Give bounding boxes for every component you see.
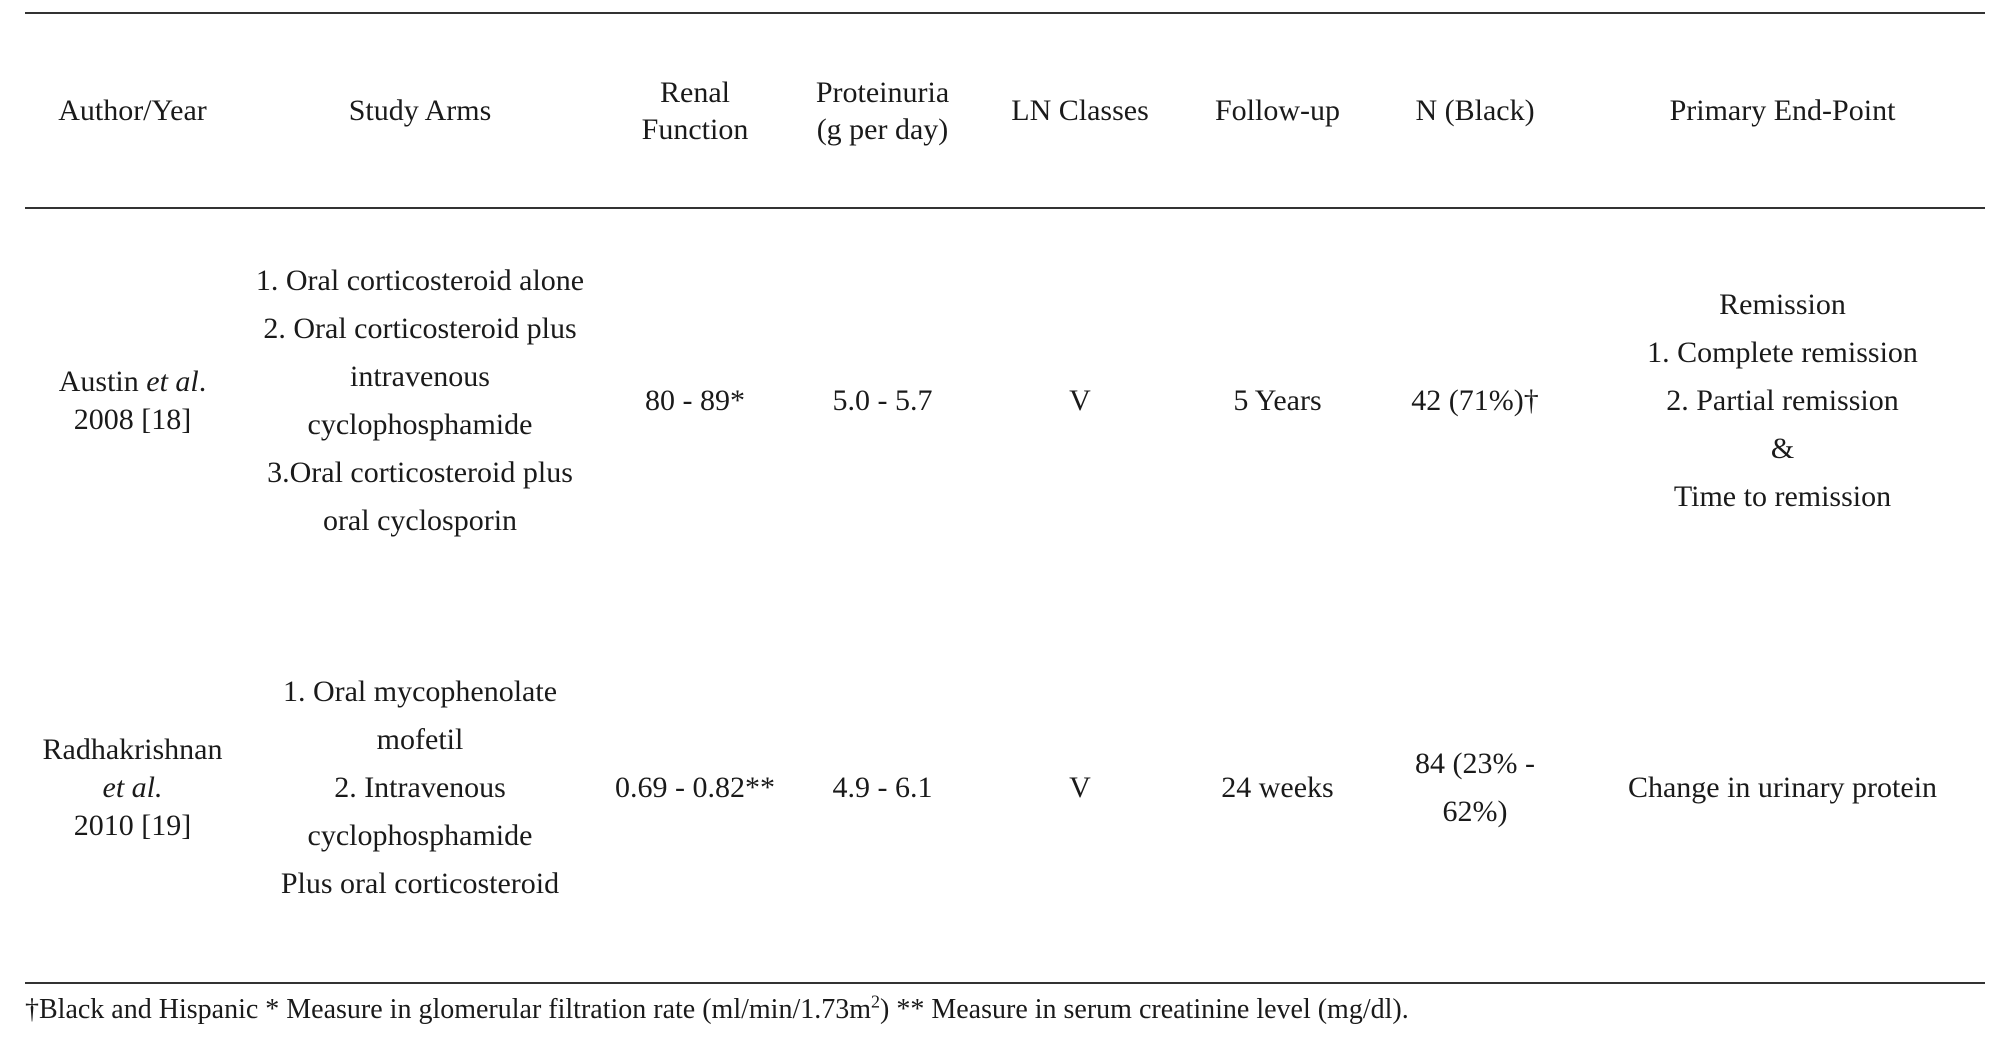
table-body: Austin et al. 2008 [18] 1. Oral corticos… (25, 208, 1985, 984)
study-arm-line: 2. Intravenous (334, 770, 506, 804)
author-dot: . (198, 365, 207, 398)
header-n-black: N (Black) (1370, 12, 1580, 209)
end-point-line: 1. Complete remission (1647, 336, 1918, 369)
header-row: Author/Year Study Arms Renal Function Pro… (25, 12, 1985, 209)
ln-classes-cell: V (1069, 384, 1091, 417)
end-point-line: Time to remission (1673, 480, 1892, 513)
header-author-year: Author/Year (25, 12, 240, 209)
header-follow-up: Follow-up (1185, 12, 1370, 209)
study-arm-line: mofetil (376, 722, 464, 756)
primary-end-point-cell: Change in urinary protein (1580, 593, 1985, 984)
author-etal: et al (146, 365, 199, 398)
header-proteinuria: Proteinuria (g per day) (790, 12, 975, 209)
author-name: Austin et al. (31, 363, 234, 401)
study-arm-line: intravenous (350, 360, 490, 393)
table-header: Author/Year Study Arms Renal Function Pro… (25, 12, 1985, 209)
header-label: Author/Year (58, 94, 207, 127)
study-arm-line: oral cyclosporin (322, 504, 518, 537)
header-label: (g per day) (816, 112, 949, 146)
author-surname: Radhakrishnan (42, 732, 223, 766)
author-year: 2008 [18] (73, 403, 192, 436)
primary-end-point-cell: Remission 1. Complete remission 2. Parti… (1580, 208, 1985, 593)
author-etal-line: et al. (31, 769, 234, 807)
study-arm-line: 1. Oral mycophenolate (282, 674, 558, 708)
study-arm-line: cyclophosphamide (307, 408, 533, 441)
proteinuria-cell: 5.0 - 5.7 (832, 384, 933, 417)
table-row: Austin et al. 2008 [18] 1. Oral corticos… (25, 208, 1985, 593)
header-label: N (Black) (1415, 94, 1535, 127)
table-footnote: †Black and Hispanic * Measure in glomeru… (25, 992, 1409, 1028)
n-black-cell: 84 (23% - 62%) (1370, 593, 1580, 984)
study-table: Author/Year Study Arms Renal Function Pro… (25, 12, 1985, 984)
header-label: Follow-up (1214, 94, 1340, 127)
footnote-text: ) ** Measure in serum creatinine level (… (880, 994, 1409, 1025)
end-point-line: Remission (1719, 288, 1846, 321)
study-arms-cell: 1. Oral corticosteroid alone 2. Oral cor… (240, 208, 600, 593)
study-arm-line: 1. Oral corticosteroid alone (255, 264, 585, 297)
follow-up-cell: 24 weeks (1185, 593, 1370, 984)
ln-classes-cell: V (975, 593, 1185, 984)
header-primary-end-point: Primary End-Point (1580, 12, 1985, 209)
author-year-cell: Radhakrishnan et al. 2010 [19] (25, 593, 240, 984)
study-arm-line: 2. Oral corticosteroid plus (263, 312, 577, 345)
header-label: LN Classes (1011, 94, 1149, 127)
table-row: Radhakrishnan et al. 2010 [19] 1. Oral m… (25, 593, 1985, 984)
renal-function-cell: 80 - 89* (645, 384, 745, 417)
n-black-line: 62%) (1442, 794, 1508, 828)
header-study-arms: Study Arms (240, 12, 600, 209)
n-black-line: 84 (23% - (1415, 746, 1535, 780)
end-point-line: & (1770, 432, 1795, 465)
n-black-cell: 42 (71%)† (1370, 208, 1580, 593)
author-year: 2010 [19] (73, 808, 192, 842)
footnote-text: †Black and Hispanic * Measure in glomeru… (25, 994, 872, 1025)
header-label: Study Arms (348, 94, 492, 127)
header-label: Function (641, 112, 749, 146)
end-point-line: 2. Partial remission (1666, 384, 1899, 417)
study-arm-line: cyclophosphamide (307, 818, 533, 852)
author-surname: Austin (58, 365, 147, 398)
follow-up-cell: 5 Years (1233, 384, 1322, 417)
n-black-line: 42 (71%)† (1411, 384, 1539, 417)
header-label: Renal (660, 75, 730, 109)
header-renal-function: Renal Function (600, 12, 790, 209)
header-ln-classes: LN Classes (975, 12, 1185, 209)
author-etal: et al. (102, 770, 163, 804)
study-arms-cell: 1. Oral mycophenolate mofetil 2. Intrave… (240, 593, 600, 984)
study-arm-line: Plus oral corticosteroid (280, 866, 560, 900)
study-arm-line: 3.Oral corticosteroid plus (267, 456, 573, 489)
header-label: Primary End-Point (1669, 94, 1896, 127)
renal-function-cell: 0.69 - 0.82** (600, 593, 790, 984)
end-point-line: Change in urinary protein (1627, 770, 1938, 804)
footnote-superscript: 2 (871, 991, 881, 1012)
author-year-cell: Austin et al. 2008 [18] (25, 208, 240, 593)
study-table-container: Author/Year Study Arms Renal Function Pro… (25, 12, 1985, 984)
header-label: Proteinuria (815, 75, 950, 109)
proteinuria-cell: 4.9 - 6.1 (790, 593, 975, 984)
